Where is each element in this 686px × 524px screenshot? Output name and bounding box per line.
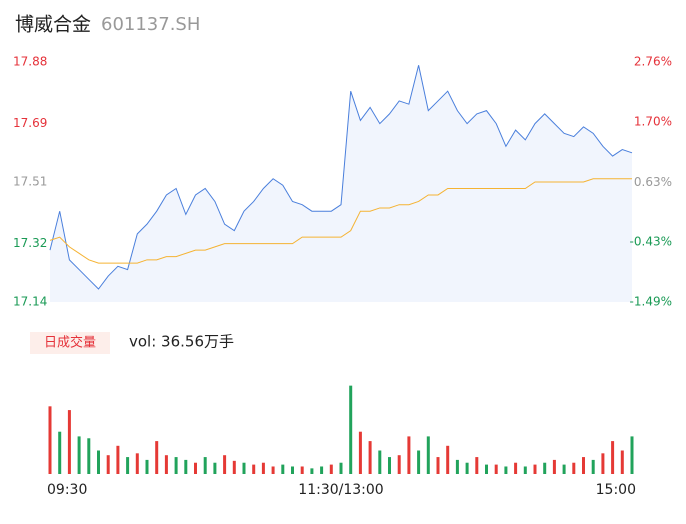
volume-bar: [232, 460, 236, 474]
volume-button[interactable]: [30, 332, 110, 354]
y-tick-label: 17.88: [13, 55, 47, 69]
y2-tick-label: 0.63%: [634, 175, 672, 189]
volume-bar: [446, 445, 450, 474]
volume-bar: [494, 464, 498, 474]
volume-bar: [97, 450, 100, 474]
volume-bar: [455, 459, 459, 474]
volume-bar: [388, 457, 391, 474]
volume-bar: [300, 466, 304, 474]
volume-bar: [291, 466, 294, 474]
volume-bar: [310, 468, 314, 474]
y-tick-label: 17.69: [13, 116, 47, 130]
volume-bar: [87, 438, 91, 474]
volume-bar: [407, 436, 411, 474]
volume-bar: [572, 462, 576, 474]
volume-label: vol: 36.56万手: [129, 333, 234, 351]
volume-bar: [368, 441, 372, 474]
volume-bar: [465, 462, 469, 474]
volume-bar: [174, 457, 178, 474]
volume-bar: [436, 457, 440, 474]
volume-bar: [106, 455, 110, 474]
average-line: [49, 178, 632, 264]
volume-bar: [533, 464, 537, 474]
y2-tick-label: -1.49%: [630, 295, 672, 309]
volume-bar: [223, 455, 227, 474]
volume-bar: [552, 459, 556, 474]
volume-bar: [194, 462, 197, 474]
y-tick-label: 17.14: [13, 295, 47, 309]
volume-bar: [116, 445, 120, 474]
volume-bar: [145, 459, 149, 474]
y2-tick-label: -0.43%: [630, 235, 672, 249]
volume-bar: [543, 462, 547, 474]
y2-tick-label: 2.76%: [634, 55, 672, 69]
volume-bar: [630, 436, 634, 474]
volume-bar: [514, 462, 518, 474]
volume-bar: [329, 464, 333, 474]
volume-bar: [261, 462, 265, 474]
volume-bar: [591, 459, 595, 474]
volume-bar: [242, 462, 246, 474]
volume-bar: [339, 462, 343, 474]
y-tick-label: 17.32: [13, 236, 47, 250]
volume-bar: [203, 457, 207, 474]
x-tick-label: 09:30: [47, 482, 87, 498]
volume-bar: [281, 464, 285, 474]
x-tick-label: 11:30/13:00: [298, 482, 383, 498]
volume-bar: [611, 441, 615, 474]
volume-bar: [485, 464, 488, 474]
volume-bar: [378, 450, 382, 474]
volume-bar: [184, 459, 188, 474]
volume-bar: [126, 457, 130, 474]
volume-bar: [358, 431, 362, 474]
volume-bar: [562, 464, 566, 474]
volume-bar: [620, 450, 624, 474]
volume-button-text[interactable]: 日成交量: [44, 335, 96, 351]
volume-bar: [426, 436, 430, 474]
volume-bar: [475, 457, 479, 474]
volume-bar: [397, 455, 401, 474]
x-tick-label: 15:00: [596, 482, 636, 498]
volume-bar: [48, 406, 52, 474]
volume-bar: [213, 462, 217, 474]
volume-bar: [601, 453, 605, 474]
price-area: [50, 65, 632, 302]
stock-name: 博威合金: [15, 14, 91, 36]
volume-bar: [164, 455, 168, 474]
price-line: [49, 65, 633, 290]
volume-bar: [67, 410, 71, 474]
volume-bar: [252, 464, 256, 474]
volume-bar: [417, 450, 421, 474]
volume-bar: [320, 466, 324, 474]
volume-bar: [349, 385, 353, 474]
stock-code: 601137.SH: [101, 14, 200, 35]
volume-bar: [582, 457, 585, 474]
y-tick-label: 17.51: [13, 175, 47, 189]
volume-bar: [155, 441, 159, 474]
volume-bar: [504, 466, 508, 474]
volume-bar: [58, 431, 62, 474]
y2-tick-label: 1.70%: [634, 114, 672, 128]
volume-bar: [271, 466, 275, 474]
volume-bar: [523, 466, 527, 474]
volume-bar: [77, 436, 81, 474]
volume-bar: [135, 453, 139, 474]
